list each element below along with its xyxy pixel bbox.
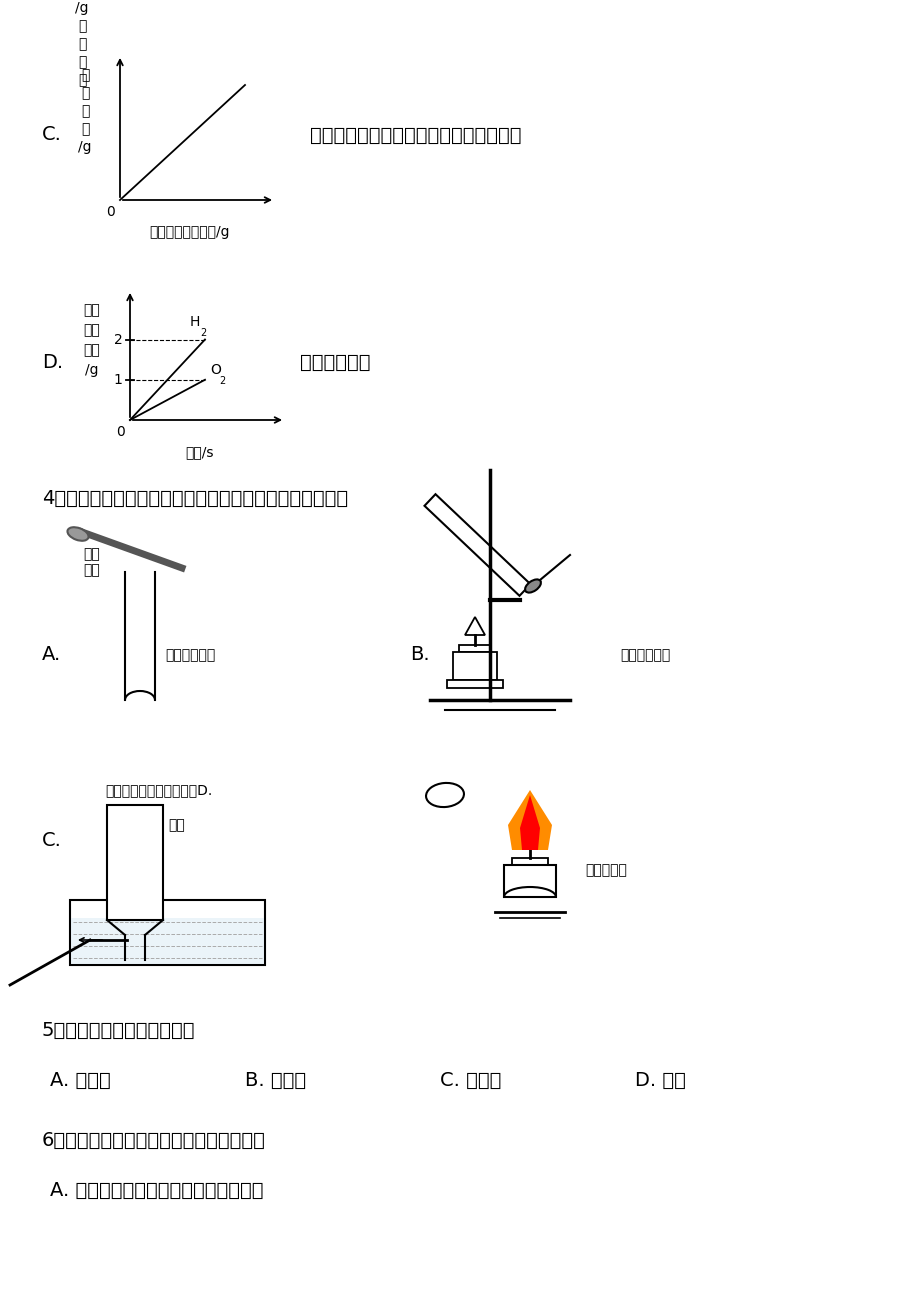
Text: D.: D.: [42, 353, 63, 372]
Text: 2: 2: [114, 332, 122, 346]
Bar: [452, 652, 496, 680]
Text: 气体: 气体: [84, 323, 100, 337]
Text: 氧: 氧: [78, 73, 86, 87]
Bar: [459, 644, 491, 652]
Polygon shape: [424, 495, 530, 596]
Text: 1: 1: [113, 372, 122, 387]
Bar: [512, 858, 548, 865]
Text: 质: 质: [81, 104, 89, 118]
Text: 将水通电电解: 将水通电电解: [300, 353, 370, 372]
Text: 向一定量的二氧化锰中加入过氧化氢溶液: 向一定量的二氧化锰中加入过氧化氢溶液: [310, 125, 521, 145]
Text: 加热高锰酸钾: 加热高锰酸钾: [619, 648, 670, 661]
Text: 过氧化氢溶液质量/g: 过氧化氢溶液质量/g: [150, 225, 230, 240]
Text: 玻璃片收满后移出集气瓶D.: 玻璃片收满后移出集气瓶D.: [105, 783, 212, 797]
Text: 气: 气: [78, 55, 86, 69]
Text: 量: 量: [78, 20, 86, 33]
Bar: [447, 680, 503, 687]
Text: 2: 2: [219, 376, 225, 385]
Text: 0: 0: [117, 424, 125, 439]
Text: 熄灭酒精灯: 熄灭酒精灯: [584, 863, 626, 878]
Text: C. 矿泉水: C. 矿泉水: [439, 1070, 501, 1090]
Text: 高锰: 高锰: [83, 547, 99, 561]
Text: A.: A.: [42, 646, 62, 664]
Text: H: H: [190, 315, 200, 328]
Bar: [71, 918, 264, 963]
Text: /g: /g: [75, 1, 88, 16]
Text: A. 铝合金: A. 铝合金: [50, 1070, 110, 1090]
Text: /g: /g: [85, 363, 98, 378]
Text: 氧: 氧: [81, 68, 89, 82]
Ellipse shape: [525, 579, 540, 592]
Bar: [107, 805, 163, 921]
Polygon shape: [519, 796, 539, 850]
Text: 时间/s: 时间/s: [186, 445, 214, 460]
Text: 4、用高锰酸钾制氧气时，有下列图示操作，其中正确的是: 4、用高锰酸钾制氧气时，有下列图示操作，其中正确的是: [42, 488, 347, 508]
Text: 气: 气: [81, 86, 89, 100]
Text: 6、下列有关氧气的物理性质描述正确的是: 6、下列有关氧气的物理性质描述正确的是: [42, 1130, 266, 1150]
Text: 量: 量: [81, 122, 89, 135]
Bar: [504, 865, 555, 897]
Text: O: O: [210, 363, 221, 376]
Text: C.: C.: [42, 831, 62, 849]
Ellipse shape: [425, 783, 463, 807]
Text: 0: 0: [107, 204, 115, 219]
Text: 盖上: 盖上: [168, 818, 185, 832]
Text: B. 浓盐酸: B. 浓盐酸: [244, 1070, 306, 1090]
Bar: [70, 900, 265, 965]
Polygon shape: [507, 790, 551, 850]
Text: 酸钾: 酸钾: [83, 562, 99, 577]
Ellipse shape: [67, 527, 88, 540]
Text: C.: C.: [42, 125, 62, 145]
Text: D. 铁水: D. 铁水: [634, 1070, 686, 1090]
Text: A. 通常情况下，氧气是无色无味的气体: A. 通常情况下，氧气是无色无味的气体: [50, 1181, 263, 1199]
Text: 生成: 生成: [84, 303, 100, 316]
Text: 质: 质: [78, 36, 86, 51]
Text: 2: 2: [199, 328, 206, 337]
Text: 加入高锰酸钾: 加入高锰酸钾: [165, 648, 215, 661]
Text: 质量: 质量: [84, 342, 100, 357]
Text: 5、下列物质属于纯净物的是: 5、下列物质属于纯净物的是: [42, 1021, 196, 1039]
Text: B.: B.: [410, 646, 429, 664]
Text: /g: /g: [78, 141, 92, 154]
